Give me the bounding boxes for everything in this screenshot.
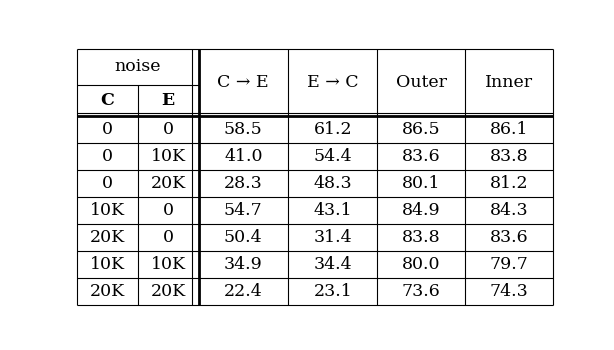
Text: E → C: E → C (307, 74, 359, 91)
Text: Outer: Outer (396, 74, 447, 91)
Text: 22.4: 22.4 (224, 283, 263, 300)
Text: 20K: 20K (150, 175, 186, 192)
Text: 86.1: 86.1 (489, 121, 528, 138)
Text: 83.8: 83.8 (489, 148, 528, 165)
Text: 0: 0 (102, 175, 113, 192)
Text: 73.6: 73.6 (402, 283, 441, 300)
Text: Inner: Inner (485, 74, 533, 91)
Text: 54.4: 54.4 (313, 148, 352, 165)
Text: 10K: 10K (90, 202, 125, 219)
Text: 83.8: 83.8 (402, 229, 441, 246)
Text: 80.0: 80.0 (402, 256, 440, 273)
Text: 20K: 20K (90, 229, 125, 246)
Text: 28.3: 28.3 (224, 175, 263, 192)
Text: 0: 0 (102, 121, 113, 138)
Text: 0: 0 (102, 148, 113, 165)
Text: 84.3: 84.3 (489, 202, 528, 219)
Text: 23.1: 23.1 (313, 283, 352, 300)
Text: E: E (161, 92, 174, 109)
Text: 10K: 10K (150, 256, 185, 273)
Text: 20K: 20K (90, 283, 125, 300)
Text: 10K: 10K (150, 148, 185, 165)
Text: 54.7: 54.7 (224, 202, 263, 219)
Text: 20K: 20K (150, 283, 186, 300)
Text: 86.5: 86.5 (402, 121, 441, 138)
Text: 61.2: 61.2 (313, 121, 352, 138)
Text: 0: 0 (163, 229, 174, 246)
Text: 10K: 10K (90, 256, 125, 273)
Text: 50.4: 50.4 (224, 229, 263, 246)
Text: 83.6: 83.6 (402, 148, 441, 165)
Text: 0: 0 (163, 202, 174, 219)
Text: 0: 0 (163, 121, 174, 138)
Text: 81.2: 81.2 (489, 175, 528, 192)
Text: 34.4: 34.4 (313, 256, 352, 273)
Text: 41.0: 41.0 (224, 148, 263, 165)
Text: 83.6: 83.6 (489, 229, 528, 246)
Text: 43.1: 43.1 (313, 202, 352, 219)
Text: 34.9: 34.9 (224, 256, 263, 273)
Text: noise: noise (114, 58, 161, 76)
Text: 84.9: 84.9 (402, 202, 441, 219)
Text: C → E: C → E (217, 74, 269, 91)
Text: 80.1: 80.1 (402, 175, 440, 192)
Text: C: C (100, 92, 114, 109)
Text: 74.3: 74.3 (489, 283, 528, 300)
Text: 31.4: 31.4 (313, 229, 352, 246)
Text: 58.5: 58.5 (224, 121, 263, 138)
Text: 79.7: 79.7 (489, 256, 528, 273)
Text: 48.3: 48.3 (313, 175, 352, 192)
